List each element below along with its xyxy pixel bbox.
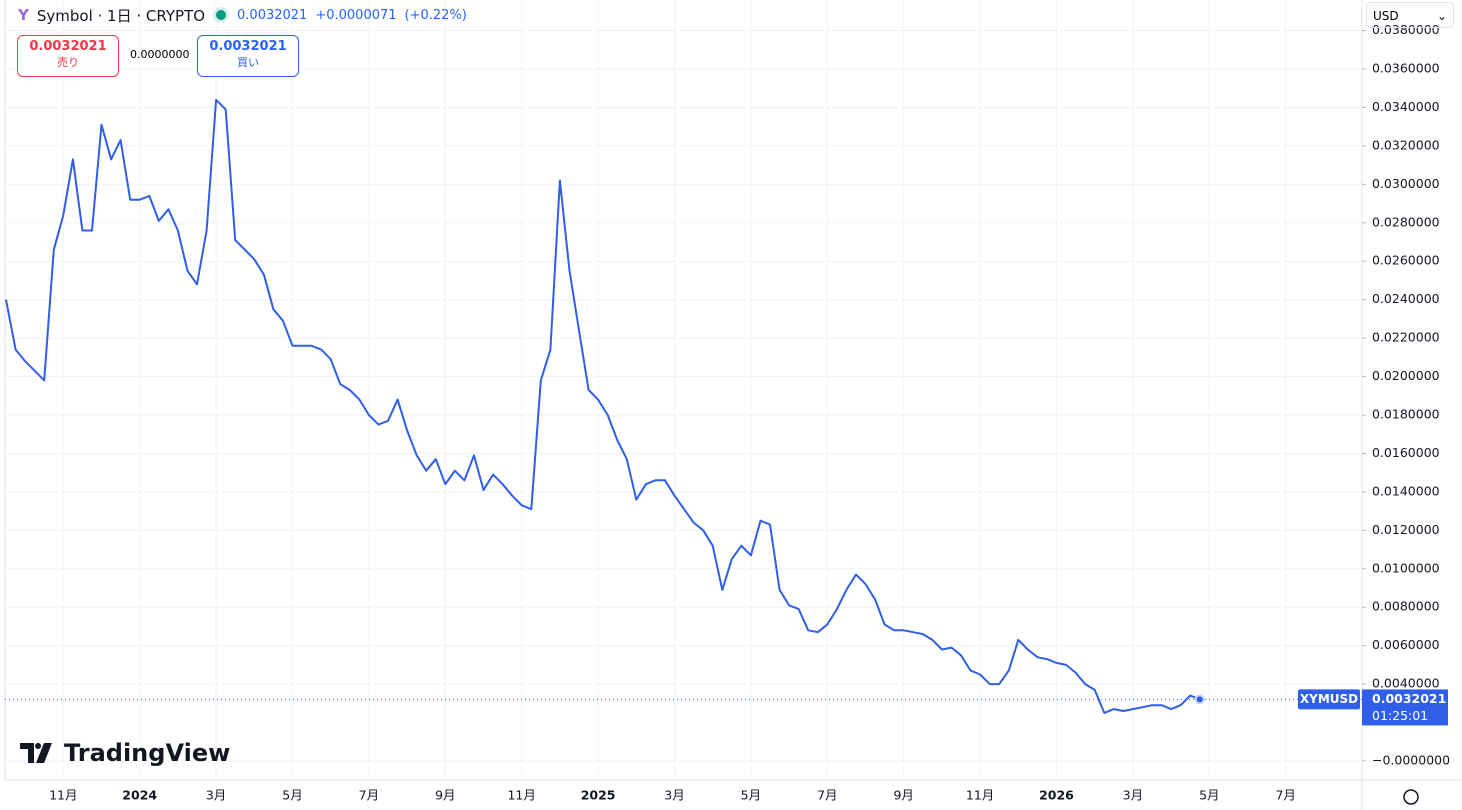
y-tick-label: 0.0160000: [1372, 445, 1440, 460]
symbol-icon: Y: [18, 6, 29, 24]
y-tick-label: 0.0100000: [1372, 560, 1440, 575]
y-tick-label: 0.0320000: [1372, 137, 1440, 152]
change: +0.0000071: [315, 7, 397, 23]
y-tick-label: 0.0340000: [1372, 99, 1440, 114]
x-tick-label: 3月: [206, 788, 226, 803]
x-tick-label: 9月: [893, 788, 913, 803]
dropdown-arrow: ⌄: [1436, 9, 1447, 23]
y-tick-label: 0.0280000: [1372, 214, 1440, 229]
y-tick-label: 0.0040000: [1372, 676, 1440, 691]
x-tick-label: 2026: [1039, 788, 1074, 803]
x-tick-label: 11月: [507, 788, 535, 803]
x-tick-label: 9月: [435, 788, 455, 803]
symbol-tag: [1298, 689, 1360, 710]
sell-label: 売り: [57, 56, 79, 69]
y-tick-label: 0.0200000: [1372, 368, 1440, 383]
y-tick-label: 0.0360000: [1372, 61, 1440, 76]
buy-label: 買い: [237, 56, 259, 69]
spread: 0.0000000: [130, 48, 190, 61]
x-tick-label: 7月: [359, 788, 379, 803]
sell-button[interactable]: 0.0032021 売り: [17, 35, 119, 77]
currency-select[interactable]: USD ⌄: [1366, 2, 1454, 28]
y-tick-label: 0.0120000: [1372, 522, 1440, 537]
last-price: 0.0032021: [237, 7, 308, 23]
price-tag: [1362, 689, 1448, 726]
x-tick-label: 11月: [966, 788, 994, 803]
x-tick-label: 3月: [664, 788, 684, 803]
y-tick-label: 0.0180000: [1372, 406, 1440, 421]
x-tick-label: 5月: [282, 788, 302, 803]
x-tick-label: 3月: [1123, 788, 1143, 803]
x-tick-label: 2025: [581, 788, 616, 803]
y-tick-label: 0.0240000: [1372, 291, 1440, 306]
x-tick-label: 11月: [49, 788, 77, 803]
change-pct: (+0.22%): [404, 7, 467, 23]
x-tick-label: 5月: [1199, 788, 1219, 803]
logo-icon: [20, 743, 52, 763]
buy-button[interactable]: 0.0032021 買い: [197, 35, 299, 77]
settings-icon[interactable]: [1403, 789, 1419, 805]
x-tick-label: 7月: [817, 788, 837, 803]
y-tick-label: 0.0260000: [1372, 253, 1440, 268]
x-tick-label: 2024: [122, 788, 157, 803]
buy-price: 0.0032021: [209, 39, 287, 54]
y-tick-label: 0.0080000: [1372, 599, 1440, 614]
price-tag-text: 0.0032021: [1372, 691, 1446, 706]
last-point: [1194, 694, 1205, 705]
y-tick-label: −0.0000000: [1372, 752, 1450, 767]
y-tick-label: 0.0060000: [1372, 637, 1440, 652]
header: Y Symbol · 1日 · CRYPTO 0.0032021 +0.0000…: [0, 0, 467, 30]
y-tick-label: 0.0300000: [1372, 176, 1440, 191]
x-tick-label: 7月: [1275, 788, 1295, 803]
x-tick-label: 5月: [741, 788, 761, 803]
countdown: 01:25:01: [1372, 708, 1428, 723]
logo-text: TradingView: [64, 739, 230, 767]
status-dot: [213, 7, 230, 23]
y-tick-label: 0.0220000: [1372, 330, 1440, 345]
price-line: [5, 98, 1201, 714]
sell-price: 0.0032021: [29, 39, 107, 54]
logo: TradingView: [20, 739, 230, 767]
symbol: Symbol · 1日 · CRYPTO: [36, 6, 206, 25]
currency: USD: [1373, 9, 1399, 23]
y-tick-label: 0.0380000: [1372, 22, 1440, 37]
y-tick-label: 0.0140000: [1372, 483, 1440, 498]
symbol-tag-text: XYMUSD: [1300, 692, 1358, 706]
